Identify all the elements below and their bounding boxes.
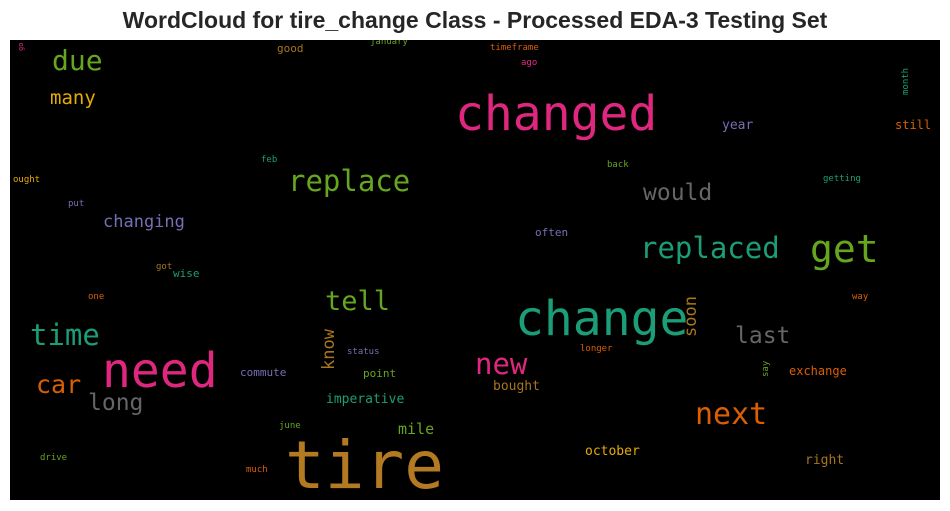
- word-commute: commute: [240, 366, 287, 379]
- word-feb: feb: [261, 155, 278, 165]
- word-last: last: [735, 323, 791, 349]
- word-much: much: [246, 465, 268, 475]
- word-month: month: [901, 67, 911, 95]
- word-year: year: [722, 118, 754, 133]
- word-tire: tire: [285, 427, 444, 500]
- word-get: get: [810, 227, 879, 271]
- word-due: due: [52, 44, 103, 77]
- word-bought: bought: [493, 379, 540, 394]
- word-long: long: [88, 390, 144, 416]
- word-one: one: [88, 292, 105, 302]
- word-timeframe: timeframe: [490, 43, 539, 53]
- word-change: change: [515, 291, 689, 347]
- word-drive: drive: [40, 453, 68, 463]
- word-still: still: [895, 118, 932, 132]
- word-changing: changing: [103, 212, 185, 232]
- word-replace: replace: [288, 164, 411, 198]
- word-june: june: [279, 421, 301, 431]
- word-new: new: [475, 347, 528, 381]
- word-replaced: replaced: [640, 231, 780, 265]
- word-mile: mile: [398, 420, 435, 438]
- word-say: say: [761, 360, 771, 377]
- word-car: car: [36, 370, 82, 399]
- word-cloud: tire changed change need get replace rep…: [10, 40, 940, 500]
- word-ought: ought: [13, 175, 41, 185]
- word-right: right: [805, 453, 845, 468]
- word-way: way: [852, 292, 869, 302]
- word-go: go: [17, 42, 25, 51]
- word-exchange: exchange: [789, 364, 847, 378]
- word-point: point: [363, 367, 397, 380]
- word-got: got: [156, 262, 173, 272]
- word-need: need: [102, 343, 218, 399]
- word-january: january: [370, 40, 408, 47]
- word-changed: changed: [455, 86, 658, 142]
- word-good: good: [277, 42, 304, 55]
- word-tell: tell: [325, 286, 391, 317]
- word-put: put: [68, 199, 85, 209]
- word-ago: ago: [521, 58, 538, 68]
- word-soon: soon: [681, 296, 701, 337]
- word-would: would: [643, 180, 713, 206]
- word-often: often: [535, 226, 569, 239]
- word-time: time: [30, 318, 100, 352]
- word-imperative: imperative: [326, 392, 405, 407]
- word-longer: longer: [580, 344, 613, 354]
- word-know: know: [319, 329, 339, 370]
- word-status: status: [347, 347, 380, 357]
- word-back: back: [607, 160, 629, 170]
- chart-title: WordCloud for tire_change Class - Proces…: [122, 7, 828, 33]
- word-next: next: [695, 397, 768, 432]
- word-wise: wise: [173, 267, 200, 280]
- word-many: many: [50, 87, 96, 109]
- word-getting: getting: [823, 174, 861, 184]
- word-october: october: [585, 444, 640, 459]
